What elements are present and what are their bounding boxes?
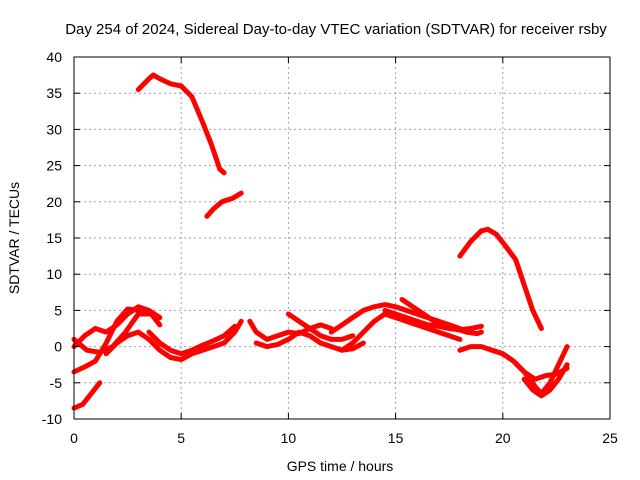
series-arc-o — [489, 344, 570, 397]
series-arc-b — [71, 304, 163, 350]
series-arc-e — [103, 318, 244, 363]
y-tick-label: 15 — [46, 230, 62, 246]
grid-layer — [74, 57, 610, 419]
y-tick-label: 30 — [46, 121, 62, 137]
series-arc-m — [399, 297, 484, 337]
y-tick-label: 20 — [46, 194, 62, 210]
y-tick-label: 0 — [54, 339, 62, 355]
x-axis-label: GPS time / hours — [287, 458, 394, 474]
y-tick-label: 5 — [54, 302, 62, 318]
y-tick-label: 40 — [46, 49, 62, 65]
x-tick-label: 10 — [281, 430, 297, 446]
chart-title: Day 254 of 2024, Sidereal Day-to-day VTE… — [65, 21, 607, 38]
x-tick-label: 5 — [177, 430, 185, 446]
x-tick-label: 0 — [70, 430, 78, 446]
y-tick-label: 35 — [46, 85, 62, 101]
series-arc-f — [146, 323, 238, 357]
series-arc-20-morning — [204, 190, 244, 219]
y-tick-label: 10 — [46, 266, 62, 282]
y-axis-label: SDTVAR / TECUs — [6, 182, 22, 294]
series-arc-evening-peak — [457, 226, 544, 331]
series-arc-p — [521, 362, 570, 399]
series-layer — [71, 72, 570, 411]
x-tick-label: 25 — [602, 430, 618, 446]
y-tick-label: 25 — [46, 158, 62, 174]
series-arc-d — [71, 380, 103, 411]
y-tick-label: -5 — [50, 375, 63, 391]
x-tick-label: 15 — [388, 430, 404, 446]
tick-layer: -10 -5 0 5 10 15 20 25 30 35 40 0 5 10 15 20 25 — [42, 49, 618, 446]
series-arc-j — [339, 311, 463, 353]
y-tick-label: -10 — [42, 411, 62, 427]
series-arc-high-morning — [135, 72, 227, 176]
x-tick-label: 20 — [495, 430, 511, 446]
series-arc-i — [285, 311, 356, 342]
series-arc-g — [247, 318, 334, 342]
